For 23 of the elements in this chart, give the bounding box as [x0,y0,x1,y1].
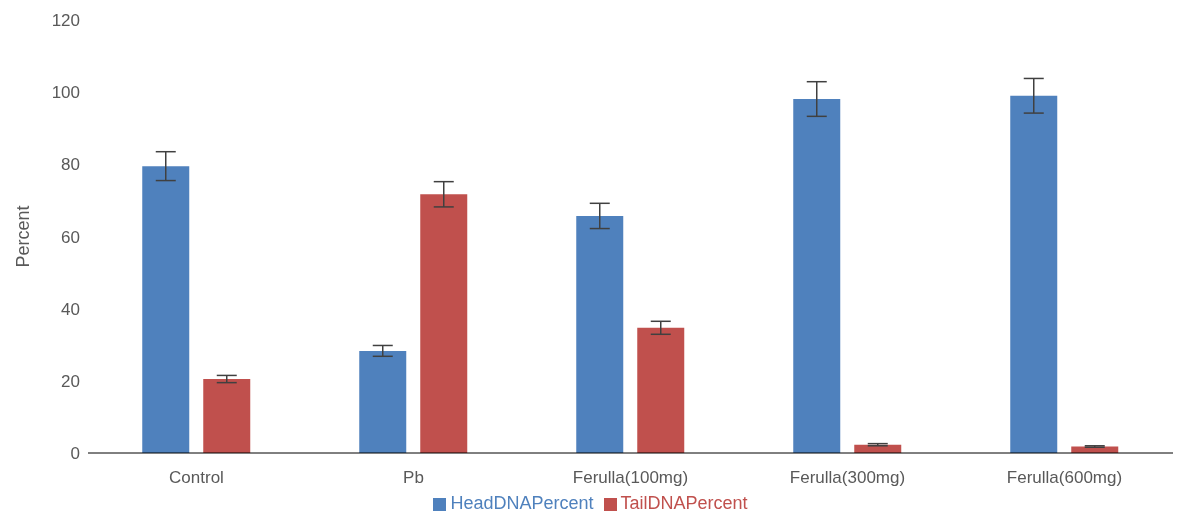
bar [1010,95,1058,453]
y-tick-label: 60 [61,227,80,247]
bar [359,350,407,453]
bar [576,215,624,453]
y-tick-label: 80 [61,155,80,175]
bar [142,166,190,453]
bar [420,194,468,453]
y-tick-label: 20 [61,371,80,391]
y-tick-label: 0 [70,444,80,464]
legend-label: TailDNAPercent [620,493,748,513]
x-tick-label: Pb [403,468,424,488]
bar [637,327,685,453]
x-tick-label: Control [169,468,224,488]
x-tick-label: Ferulla(600mg) [1006,468,1123,488]
y-tick-label: 100 [51,83,80,103]
x-tick-label: Ferulla(100mg) [572,468,689,488]
x-tick-label: Ferulla(300mg) [789,468,906,488]
bar [203,379,251,453]
bar [793,99,841,453]
y-axis-title: Percent [13,205,34,268]
y-tick-label: 120 [51,11,80,31]
y-tick-label: 40 [61,299,80,319]
legend-label: HeadDNAPercent [450,493,594,513]
